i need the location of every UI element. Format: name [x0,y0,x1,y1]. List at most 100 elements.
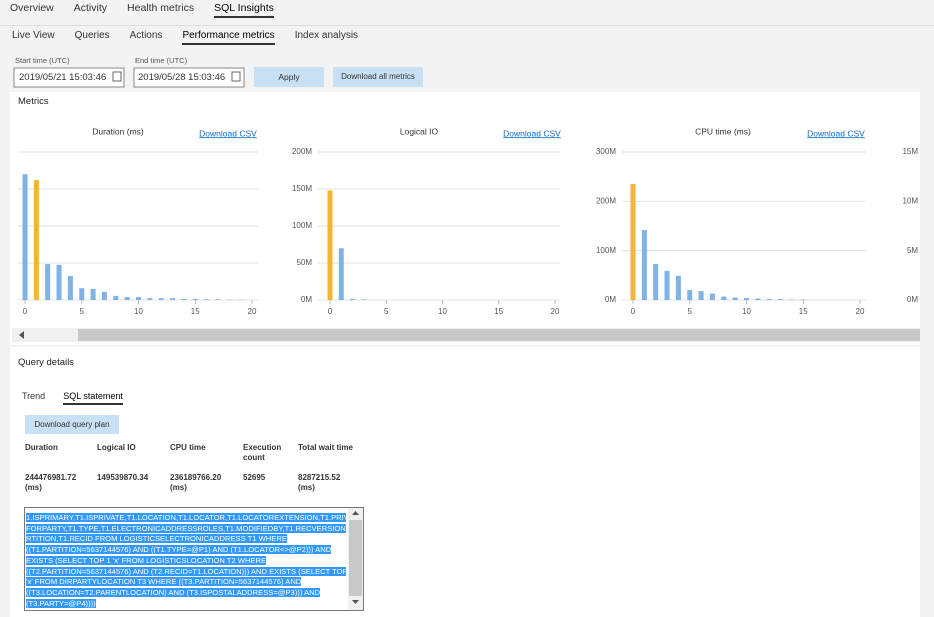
bar [732,297,738,300]
x-tick-label: 20 [856,307,865,316]
bar [181,298,187,300]
y-tick-label: 0M [301,295,312,304]
scroll-left-arrow[interactable] [19,331,24,339]
scroll-up-arrow[interactable] [352,511,359,515]
bar [755,298,761,300]
bar [664,270,670,300]
scroll-down-arrow[interactable] [352,600,359,604]
cell: 8287215.52 (ms) [298,473,341,492]
bar [192,298,198,300]
bar [147,298,153,300]
start-input[interactable] [13,67,125,88]
column-header: Duration [25,443,58,452]
end-label: End time (UTC) [135,56,188,65]
end-input[interactable] [133,67,245,88]
bar [361,299,367,300]
download-plan-label[interactable]: Download query plan [34,420,110,429]
x-tick-label: 5 [688,307,693,316]
bar [56,264,62,300]
sql-line: EXISTS (SELECT TOP 1 'x' FROM LOGISTICSL… [26,555,267,565]
bar [45,264,51,300]
apply-button[interactable] [254,67,324,87]
x-tick-label: 15 [799,307,808,316]
download-all-label[interactable]: Download all metrics [341,72,415,81]
tab[interactable]: Trend [22,391,46,401]
tab[interactable]: SQL Insights [214,2,274,18]
tab[interactable]: Actions [129,30,163,41]
apply-label[interactable]: Apply [278,72,300,82]
column-header: Execution count [243,443,282,462]
bar [33,180,39,300]
x-tick-label: 20 [248,307,257,316]
bar [687,290,693,300]
tab[interactable]: Index analysis [294,30,359,41]
download-csv-link[interactable]: Download CSV [199,128,257,138]
scrollbar-thumb[interactable] [78,329,920,341]
column-header: Total wait time [298,443,353,452]
download-csv-link[interactable]: Download CSV [807,128,865,138]
bar [124,297,130,300]
tab[interactable]: Live View [12,30,55,41]
textarea-scroll-thumb[interactable] [349,520,362,596]
bar [67,275,73,300]
x-tick-label: 10 [134,307,143,316]
bar [653,263,659,300]
bar [338,248,344,300]
download-csv-link[interactable]: Download CSV [503,128,561,138]
cell: 244476981.72 (ms) [25,473,77,492]
y-tick-label: 0M [605,295,616,304]
tab[interactable]: Performance metrics [182,30,275,45]
bar [766,299,772,300]
query-tabs: Trend SQL statement [22,391,123,405]
bar [675,275,681,300]
sql-line: ((T2.PARTITION=5637144576) AND (T2.RECID… [26,566,346,576]
calendar-icon[interactable] [231,71,241,82]
bar [204,299,210,300]
x-tick-label: 15 [494,307,503,316]
sql-line: 'x' FROM DIRPARTYLOCATION T3 WHERE ((T3.… [26,577,302,587]
y-tick-label: 150M [292,184,312,193]
cell: 52695 [243,473,266,482]
y-tick-label: 0M [907,295,918,304]
download-all-button[interactable] [333,67,423,87]
calendar-icon[interactable] [112,71,122,82]
tab[interactable]: Activity [73,2,108,14]
y-tick-label: 300M [596,147,616,156]
x-tick-label: 5 [384,307,389,316]
sql-line: RTITION,T1.RECID FROM LOGISTICSELECTRONI… [26,534,287,544]
bar [698,291,704,300]
bar [641,229,647,300]
y-tick-label: 15M [902,147,918,156]
start-value: 2019/05/21 15:03:46 [19,72,107,83]
query-title: Query details [18,357,74,368]
cell: 149539870.34 [97,473,149,482]
tab[interactable]: SQL statement [63,391,123,405]
chart-title: Logical IO [400,126,439,136]
y-tick-label: 200M [292,147,312,156]
bar [721,296,727,300]
tab[interactable]: Overview [10,2,54,14]
sub-tabs: Live View Queries Actions Performance metri… [12,30,358,45]
x-tick-label: 10 [438,307,447,316]
cell: 236189766.20 (ms) [170,473,222,492]
tab[interactable]: Health metrics [127,2,195,14]
x-tick-label: 10 [742,307,751,316]
chart-title: Duration (ms) [92,126,144,136]
bar [630,184,636,300]
bar [136,297,141,300]
bar [22,174,28,300]
bar [113,295,119,300]
bar [170,298,176,300]
metrics-panel [10,92,920,345]
x-tick-label: 0 [328,307,333,316]
x-tick-label: 15 [191,307,200,316]
bar [744,298,749,300]
download-plan-button[interactable] [25,415,119,434]
y-tick-label: 100M [292,221,312,230]
bar [778,299,784,300]
tab[interactable]: Queries [74,30,110,41]
metrics-title: Metrics [18,96,49,107]
x-tick-label: 0 [23,307,28,316]
main-tabs: Overview Activity Health metrics SQL Insigh… [10,2,274,18]
